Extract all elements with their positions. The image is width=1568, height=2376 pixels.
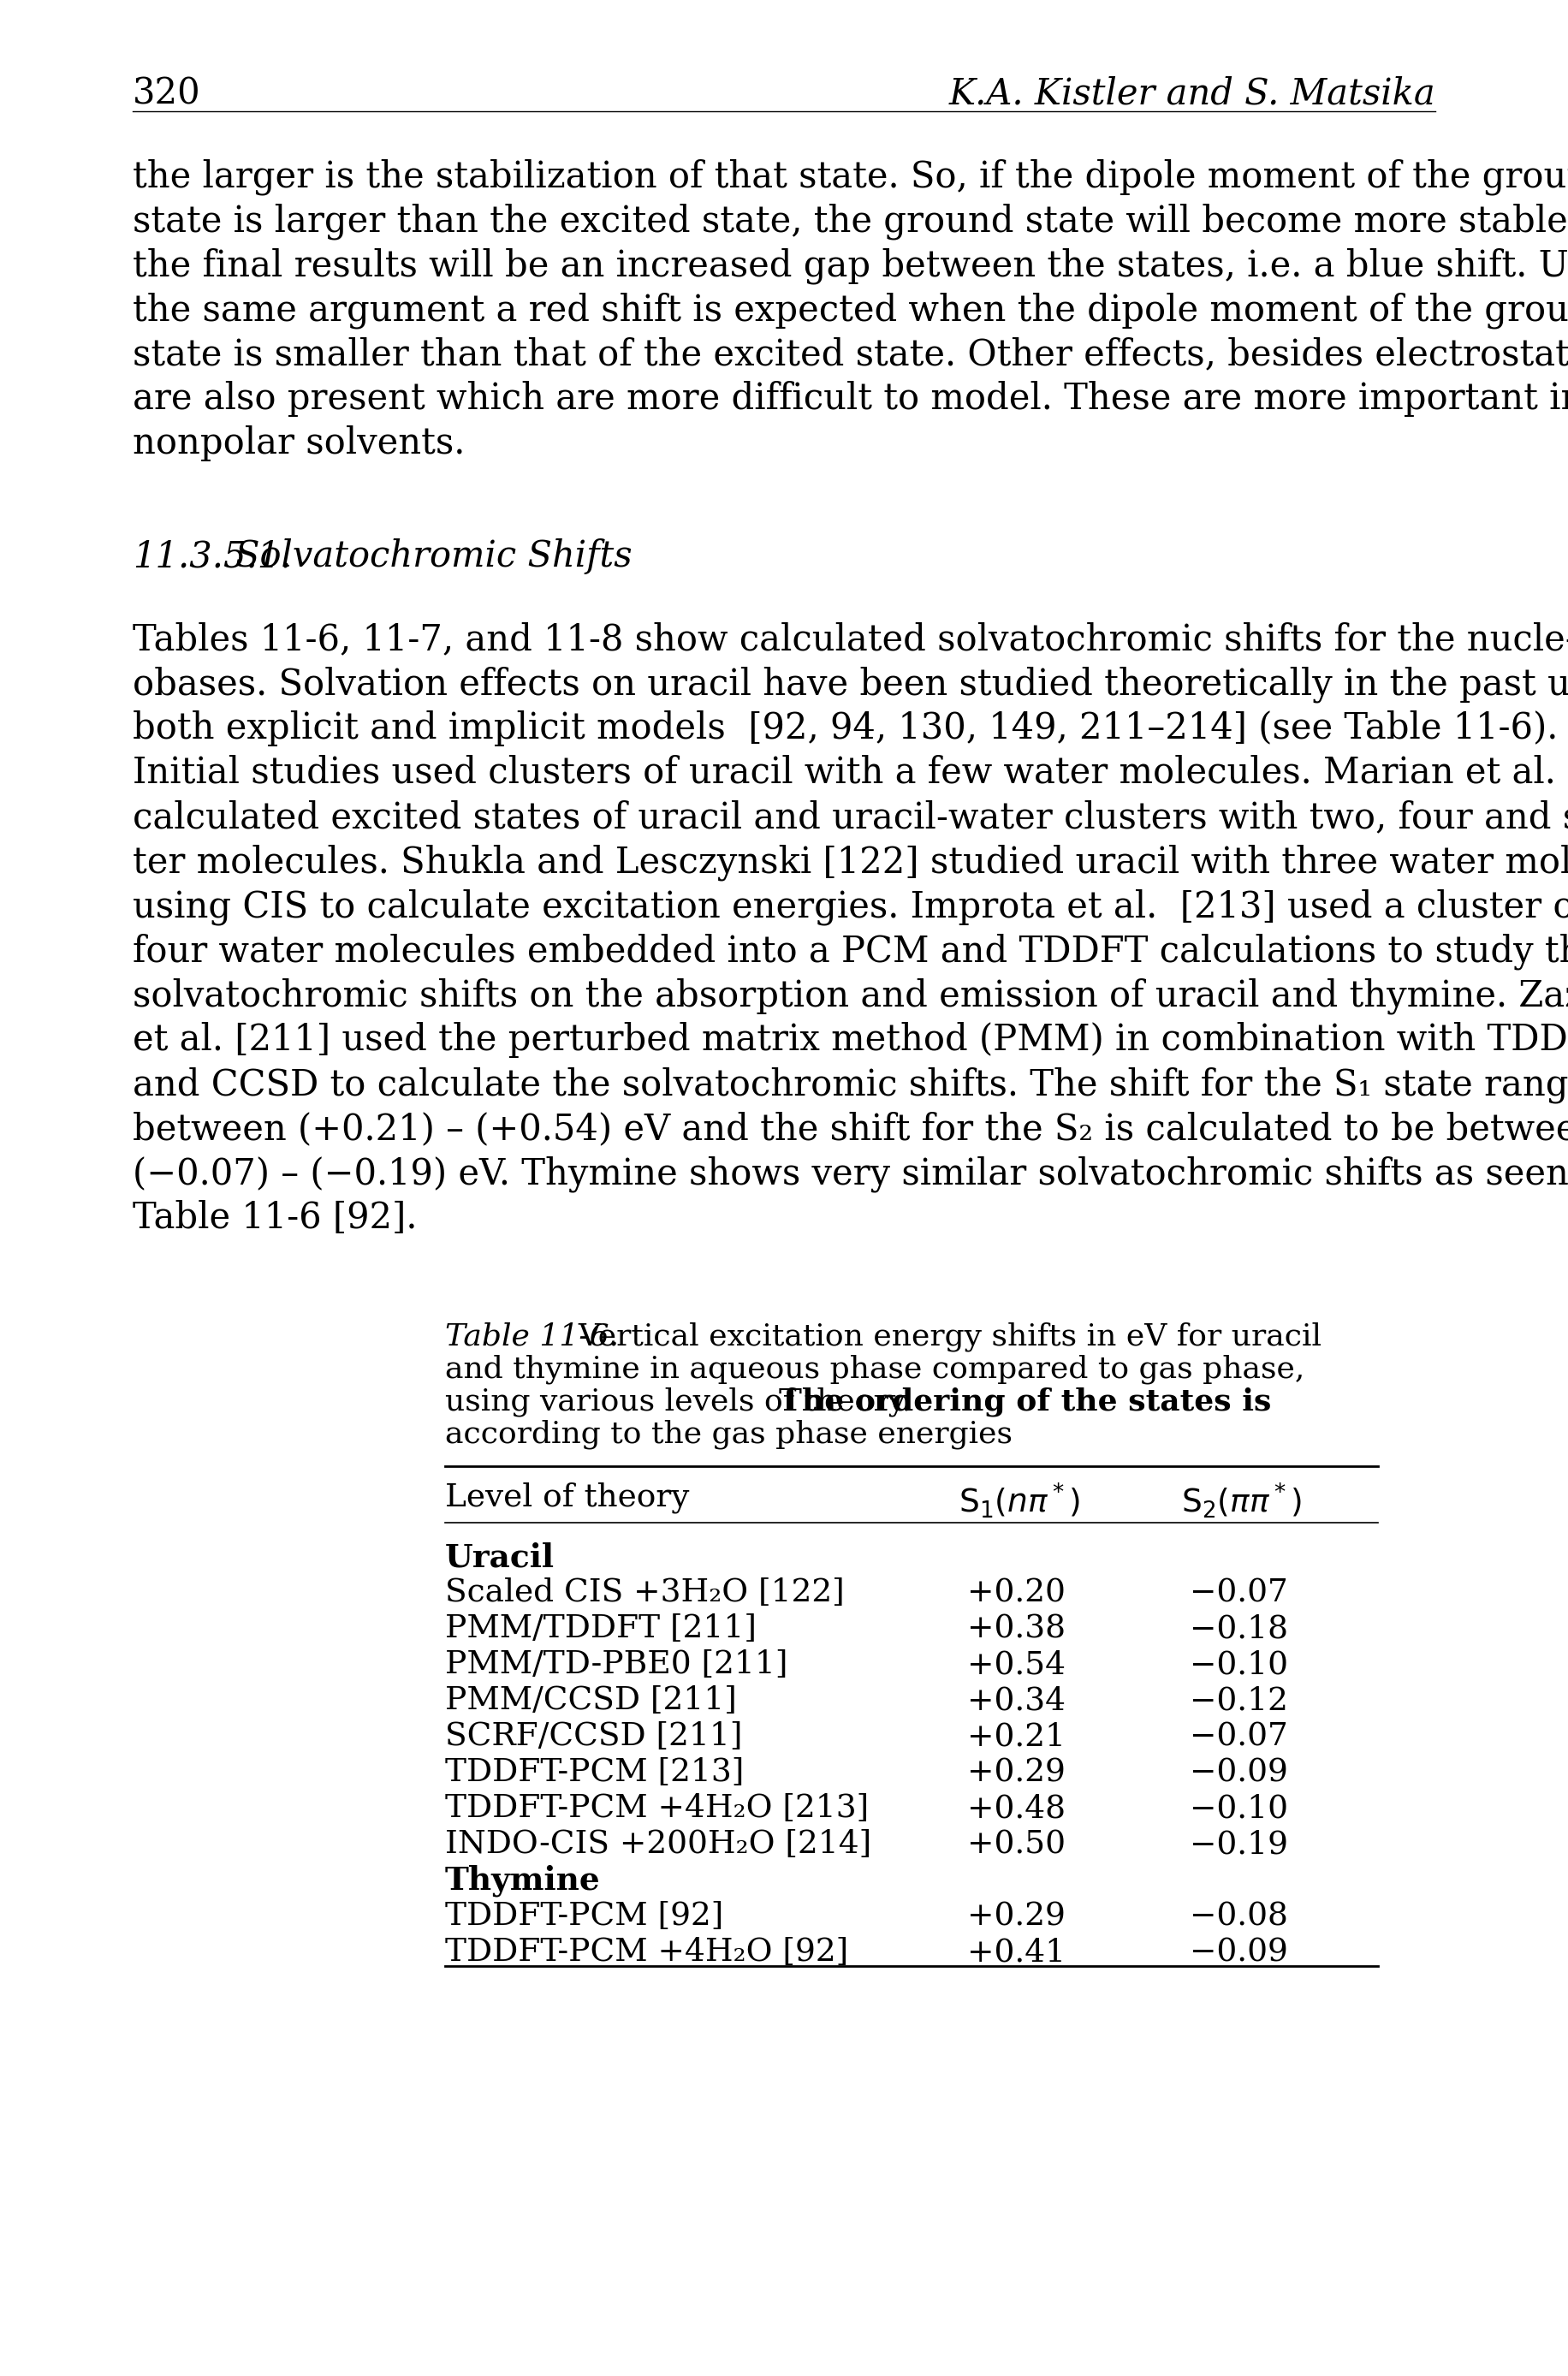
- Text: SCRF/CCSD [211]: SCRF/CCSD [211]: [445, 1720, 743, 1751]
- Text: −0.18: −0.18: [1190, 1613, 1289, 1644]
- Text: PMM/TDDFT [211]: PMM/TDDFT [211]: [445, 1613, 757, 1644]
- Text: the larger is the stabilization of that state. So, if the dipole moment of the g: the larger is the stabilization of that …: [133, 159, 1568, 195]
- Text: +0.34: +0.34: [967, 1685, 1066, 1715]
- Text: Table 11-6 [92].: Table 11-6 [92].: [133, 1200, 417, 1236]
- Text: −0.09: −0.09: [1190, 1758, 1287, 1789]
- Text: +0.29: +0.29: [967, 1758, 1066, 1789]
- Text: (−0.07) – (−0.19) eV. Thymine shows very similar solvatochromic shifts as seen i: (−0.07) – (−0.19) eV. Thymine shows very…: [133, 1155, 1568, 1193]
- Text: Uracil: Uracil: [445, 1542, 555, 1573]
- Text: +0.48: +0.48: [967, 1794, 1066, 1825]
- Text: are also present which are more difficult to model. These are more important in: are also present which are more difficul…: [133, 380, 1568, 416]
- Text: using various levels of theory.: using various levels of theory.: [445, 1388, 922, 1416]
- Text: −0.09: −0.09: [1190, 1936, 1287, 1967]
- Text: TDDFT-PCM +4H₂O [92]: TDDFT-PCM +4H₂O [92]: [445, 1936, 848, 1967]
- Text: +0.21: +0.21: [967, 1720, 1066, 1751]
- Text: −0.10: −0.10: [1190, 1649, 1289, 1680]
- Text: ter molecules. Shukla and Lesczynski [122] studied uracil with three water molec: ter molecules. Shukla and Lesczynski [12…: [133, 843, 1568, 879]
- Text: +0.29: +0.29: [967, 1901, 1066, 1932]
- Text: Thymine: Thymine: [445, 1865, 601, 1896]
- Text: Table 11-6.: Table 11-6.: [445, 1321, 619, 1350]
- Text: −0.07: −0.07: [1190, 1720, 1287, 1751]
- Text: TDDFT-PCM [92]: TDDFT-PCM [92]: [445, 1901, 723, 1932]
- Text: +0.20: +0.20: [967, 1578, 1066, 1609]
- Text: 320: 320: [133, 76, 201, 112]
- Text: +0.54: +0.54: [967, 1649, 1066, 1680]
- Text: −0.08: −0.08: [1190, 1901, 1287, 1932]
- Text: Scaled CIS +3H₂O [122]: Scaled CIS +3H₂O [122]: [445, 1578, 845, 1609]
- Text: PMM/TD-PBE0 [211]: PMM/TD-PBE0 [211]: [445, 1649, 787, 1680]
- Text: calculated excited states of uracil and uracil-water clusters with two, four and: calculated excited states of uracil and …: [133, 798, 1568, 836]
- Text: $\mathrm{S_2}(\pi\pi^*)$: $\mathrm{S_2}(\pi\pi^*)$: [1181, 1483, 1301, 1521]
- Text: TDDFT-PCM [213]: TDDFT-PCM [213]: [445, 1758, 745, 1789]
- Text: −0.19: −0.19: [1190, 1830, 1289, 1860]
- Text: solvatochromic shifts on the absorption and emission of uracil and thymine. Zazz: solvatochromic shifts on the absorption …: [133, 977, 1568, 1015]
- Text: the same argument a red shift is expected when the dipole moment of the ground: the same argument a red shift is expecte…: [133, 292, 1568, 328]
- Text: Tables 11-6, 11-7, and 11-8 show calculated solvatochromic shifts for the nucle-: Tables 11-6, 11-7, and 11-8 show calcula…: [133, 623, 1568, 658]
- Text: and thymine in aqueous phase compared to gas phase,: and thymine in aqueous phase compared to…: [445, 1354, 1305, 1383]
- Text: both explicit and implicit models  [92, 94, 130, 149, 211–214] (see Table 11-6).: both explicit and implicit models [92, 9…: [133, 710, 1559, 746]
- Text: state is larger than the excited state, the ground state will become more stable: state is larger than the excited state, …: [133, 202, 1568, 240]
- Text: INDO-CIS +200H₂O [214]: INDO-CIS +200H₂O [214]: [445, 1830, 872, 1860]
- Text: and CCSD to calculate the solvatochromic shifts. The shift for the S₁ state rang: and CCSD to calculate the solvatochromic…: [133, 1067, 1568, 1102]
- Text: −0.10: −0.10: [1190, 1794, 1289, 1825]
- Text: Initial studies used clusters of uracil with a few water molecules. Marian et al: Initial studies used clusters of uracil …: [133, 756, 1568, 791]
- Text: Solvatochromic Shifts: Solvatochromic Shifts: [235, 539, 632, 575]
- Text: state is smaller than that of the excited state. Other effects, besides electros: state is smaller than that of the excite…: [133, 337, 1568, 373]
- Text: Vertical excitation energy shifts in eV for uracil: Vertical excitation energy shifts in eV …: [558, 1321, 1322, 1352]
- Text: The ordering of the states is: The ordering of the states is: [779, 1388, 1272, 1416]
- Text: the final results will be an increased gap between the states, i.e. a blue shift: the final results will be an increased g…: [133, 247, 1568, 283]
- Text: et al. [211] used the perturbed matrix method (PMM) in combination with TDDFT: et al. [211] used the perturbed matrix m…: [133, 1022, 1568, 1057]
- Text: $\mathrm{S_1}(n\pi^*)$: $\mathrm{S_1}(n\pi^*)$: [958, 1483, 1080, 1521]
- Text: PMM/CCSD [211]: PMM/CCSD [211]: [445, 1685, 737, 1715]
- Text: according to the gas phase energies: according to the gas phase energies: [445, 1418, 1013, 1449]
- Text: +0.41: +0.41: [967, 1936, 1066, 1967]
- Text: using CIS to calculate excitation energies. Improta et al.  [213] used a cluster: using CIS to calculate excitation energi…: [133, 889, 1568, 924]
- Text: Level of theory: Level of theory: [445, 1483, 690, 1514]
- Text: −0.12: −0.12: [1190, 1685, 1287, 1715]
- Text: −0.07: −0.07: [1190, 1578, 1287, 1609]
- Text: 11.3.5.1.: 11.3.5.1.: [133, 539, 292, 575]
- Text: obases. Solvation effects on uracil have been studied theoretically in the past : obases. Solvation effects on uracil have…: [133, 665, 1568, 703]
- Text: four water molecules embedded into a PCM and TDDFT calculations to study the: four water molecules embedded into a PCM…: [133, 934, 1568, 969]
- Text: between (+0.21) – (+0.54) eV and the shift for the S₂ is calculated to be betwee: between (+0.21) – (+0.54) eV and the shi…: [133, 1112, 1568, 1148]
- Text: nonpolar solvents.: nonpolar solvents.: [133, 425, 466, 461]
- Text: TDDFT-PCM +4H₂O [213]: TDDFT-PCM +4H₂O [213]: [445, 1794, 869, 1825]
- Text: +0.38: +0.38: [967, 1613, 1066, 1644]
- Text: K.A. Kistler and S. Matsika: K.A. Kistler and S. Matsika: [949, 76, 1435, 112]
- Text: +0.50: +0.50: [967, 1830, 1066, 1860]
